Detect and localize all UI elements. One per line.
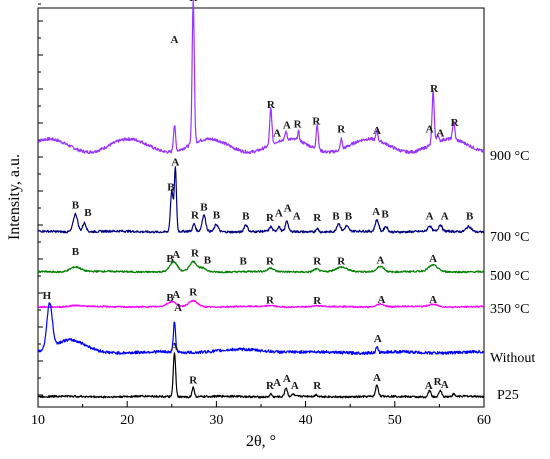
- x-axis-ticks: 10 20 30 40 50 60: [31, 401, 491, 428]
- peak-label: A: [170, 34, 178, 46]
- peak-label: R: [191, 210, 200, 222]
- peak-label: A: [174, 302, 182, 314]
- peak-label: A: [273, 127, 281, 139]
- plot-border: [37, 7, 485, 408]
- peak-label: H: [43, 290, 52, 302]
- peak-label: R: [313, 295, 322, 307]
- peak-label: A: [171, 156, 179, 168]
- series-line-5: [37, 352, 485, 399]
- peak-label: B: [466, 210, 474, 222]
- series-line-0: [37, 0, 485, 155]
- peak-label: A: [273, 377, 281, 389]
- x-tick-label: 30: [209, 413, 223, 428]
- peak-label: A: [291, 380, 299, 392]
- series-labels: 900 °C 700 °C 500 °C 350 °C Without P25: [490, 149, 535, 403]
- plot-frame: [37, 7, 485, 408]
- series-line-2: [37, 260, 485, 274]
- peak-label: A: [283, 120, 291, 132]
- peak-label: A: [275, 208, 283, 220]
- peak-label: B: [239, 255, 247, 267]
- peak-label: A: [429, 253, 437, 265]
- series-label: 700 °C: [490, 230, 529, 245]
- peak-label: A: [425, 380, 433, 392]
- peak-label: R: [294, 118, 303, 130]
- peak-label: B: [242, 210, 250, 222]
- series-label: Without: [490, 351, 535, 366]
- peak-label: A: [170, 341, 178, 353]
- peak-label: R: [189, 0, 198, 4]
- peak-label: A: [283, 373, 291, 385]
- series-line-1: [37, 166, 485, 234]
- peak-label: A: [374, 333, 382, 345]
- peak-label: A: [377, 294, 385, 306]
- peak-label: R: [189, 287, 198, 299]
- peak-label: R: [266, 255, 275, 267]
- series-line-4: [37, 302, 485, 355]
- peak-label: B: [345, 210, 353, 222]
- peak-label: A: [441, 379, 449, 391]
- peak-label: R: [191, 248, 200, 260]
- series-label: P25: [497, 388, 519, 403]
- series-label: 500 °C: [490, 269, 529, 284]
- peak-label: A: [373, 125, 381, 137]
- peak-label: A: [426, 124, 434, 136]
- peak-label: R: [266, 294, 275, 306]
- peak-label: B: [204, 255, 212, 267]
- y-axis-ticks: [38, 3, 43, 396]
- peak-label: B: [200, 201, 208, 213]
- peak-label: A: [172, 249, 180, 261]
- peak-label: R: [267, 99, 276, 111]
- x-tick-label: 50: [388, 413, 402, 428]
- peak-label: R: [313, 212, 322, 224]
- peak-label: B: [381, 209, 389, 221]
- peak-label: A: [284, 202, 292, 214]
- series-traces: [37, 0, 485, 399]
- peak-label: R: [337, 124, 346, 136]
- peak-label: B: [332, 210, 340, 222]
- peak-label: R: [430, 83, 439, 95]
- peak-label: R: [266, 212, 275, 224]
- peak-label: A: [426, 210, 434, 222]
- peak-label: B: [72, 246, 80, 258]
- peak-label: A: [377, 255, 385, 267]
- peak-label: B: [167, 182, 175, 194]
- series-label: 900 °C: [490, 149, 529, 164]
- peak-label: B: [72, 200, 80, 212]
- peak-label: R: [434, 376, 443, 388]
- peak-label: R: [266, 380, 275, 392]
- peak-label: A: [172, 289, 180, 301]
- peak-label: R: [313, 255, 322, 267]
- peak-label: R: [451, 117, 460, 129]
- x-tick-label: 40: [299, 413, 313, 428]
- y-axis-title: Intensity, a.u.: [6, 154, 23, 240]
- peak-label: R: [312, 116, 321, 128]
- peak-label: A: [429, 294, 437, 306]
- peak-label: R: [313, 380, 322, 392]
- peak-label: A: [373, 372, 381, 384]
- peak-label: R: [337, 255, 346, 267]
- series-line-3: [37, 299, 485, 309]
- peak-label: A: [436, 127, 444, 139]
- x-tick-label: 20: [120, 413, 134, 428]
- peak-label: B: [84, 207, 92, 219]
- x-tick-label: 10: [31, 413, 45, 428]
- x-axis-title: 2θ, °: [246, 433, 276, 450]
- peak-label: R: [189, 374, 198, 386]
- series-label: 350 °C: [490, 302, 529, 317]
- peak-label: A: [372, 206, 380, 218]
- peak-label: B: [213, 210, 221, 222]
- peak-label: B: [166, 292, 174, 304]
- peak-label: B: [166, 253, 174, 265]
- peak-label: A: [441, 210, 449, 222]
- x-tick-label: 60: [477, 413, 491, 428]
- phase-annotations: ARRAARRRAARARBBBARBBBRAAARBBABAABBBARBBR…: [43, 0, 474, 392]
- peak-label: A: [293, 210, 301, 222]
